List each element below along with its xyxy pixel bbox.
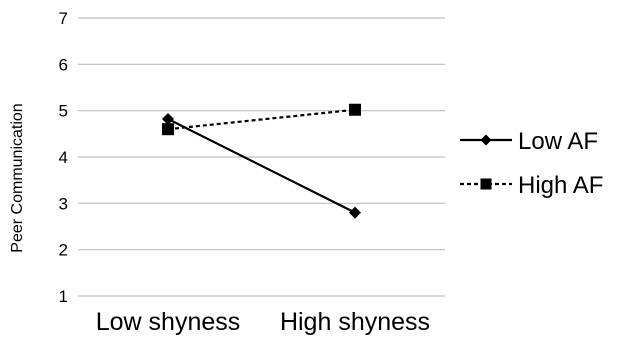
legend-item: High AF <box>460 172 603 199</box>
series-line <box>167 108 356 131</box>
y-axis-title: Peer Communication <box>9 103 26 252</box>
data-point-square <box>162 123 174 136</box>
legend: Low AF High AF <box>460 128 603 199</box>
data-point-diamond <box>480 134 492 146</box>
series-line <box>167 118 356 214</box>
data-point-diamond <box>349 206 361 219</box>
y-tick-label: 6 <box>59 55 68 74</box>
y-tick-label: 5 <box>59 102 68 121</box>
data-point-square <box>349 103 361 116</box>
y-axis-ticks: 1 2 3 4 5 6 7 <box>59 9 68 306</box>
y-tick-label: 3 <box>59 194 68 213</box>
legend-item: Low AF <box>460 128 598 155</box>
legend-label: Low AF <box>518 128 598 155</box>
data-point-diamond <box>162 113 174 126</box>
gridlines <box>78 17 445 297</box>
y-tick-label: 1 <box>59 287 68 306</box>
series-low-af <box>162 113 361 219</box>
data-point-square <box>480 178 492 190</box>
y-tick-label: 2 <box>59 241 68 260</box>
y-tick-label: 7 <box>59 9 68 28</box>
series-lines <box>162 103 361 219</box>
x-category-label: High shyness <box>280 308 430 336</box>
x-axis-categories: Low shyness High shyness <box>96 308 430 336</box>
y-tick-label: 4 <box>59 148 68 167</box>
series-high-af <box>162 103 361 136</box>
legend-label: High AF <box>518 172 603 199</box>
x-category-label: Low shyness <box>96 308 241 336</box>
